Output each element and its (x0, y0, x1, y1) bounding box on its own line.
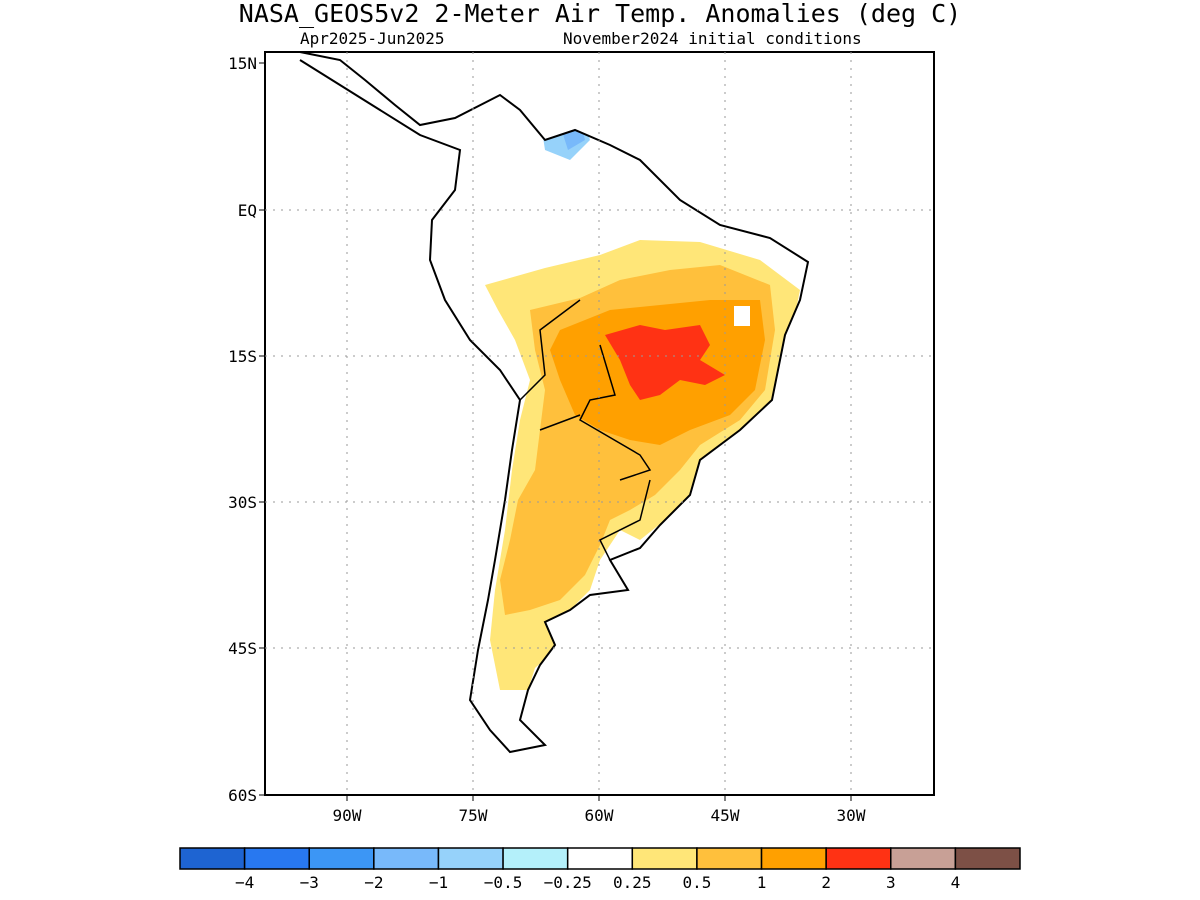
colorbar-label: 0.25 (613, 873, 652, 892)
country-borders (519, 299, 652, 561)
colorbar-label: 4 (951, 873, 961, 892)
colorbar-swatch (502, 847, 569, 870)
colorbar-swatch (566, 847, 634, 870)
colorbar-label: −0.5 (484, 873, 523, 892)
colorbar-label: 3 (886, 873, 896, 892)
lat-tick-label: 15N (228, 54, 257, 73)
lon-tick-label: 45W (711, 806, 740, 825)
colorbar-label: −2 (364, 873, 383, 892)
longitude-axis: 90W 75W 60W 45W 30W (333, 795, 866, 825)
lon-tick-label: 30W (837, 806, 866, 825)
initial-conditions: November2024 initial conditions (563, 29, 862, 48)
colorbar-swatch (179, 847, 246, 870)
colorbar-label: 1 (757, 873, 767, 892)
colorbar-swatch (631, 847, 698, 870)
colorbar-swatch (890, 847, 957, 870)
colorbar-swatch (373, 847, 440, 870)
lon-tick-label: 60W (585, 806, 614, 825)
colorbar-swatch (954, 847, 1021, 870)
lat-tick-label: 60S (228, 786, 257, 805)
forecast-period: Apr2025-Jun2025 (300, 29, 445, 48)
anomaly-shading (485, 110, 800, 690)
colorbar: −4 −3 −2 −1 −0.5 −0.25 0.25 0.5 1 2 3 4 (179, 847, 1021, 892)
continent-outline (299, 51, 810, 754)
colorbar-swatch (437, 847, 504, 870)
colorbar-label: −4 (235, 873, 254, 892)
lat-tick-label: 45S (228, 639, 257, 658)
lat-tick-label: 30S (228, 493, 257, 512)
colorbar-swatch (760, 847, 827, 870)
colorbar-swatch (696, 847, 763, 870)
lat-tick-label: EQ (238, 201, 257, 220)
map-title: NASA_GEOS5v2 2-Meter Air Temp. Anomalies… (238, 0, 962, 28)
missing-data-cell (734, 306, 750, 326)
colorbar-swatch (243, 847, 310, 870)
lon-tick-label: 75W (459, 806, 488, 825)
colorbar-label: −3 (300, 873, 319, 892)
latitude-axis: 15N EQ 15S 30S 45S 60S (228, 54, 265, 805)
lon-tick-label: 90W (333, 806, 362, 825)
anomaly-2-3 (605, 325, 725, 400)
colorbar-swatch (308, 847, 375, 870)
lat-tick-label: 15S (228, 347, 257, 366)
colorbar-swatch (825, 847, 892, 870)
colorbar-label: 0.5 (682, 873, 711, 892)
colorbar-label: −0.25 (544, 873, 592, 892)
colorbar-label: 2 (821, 873, 831, 892)
colorbar-label: −1 (429, 873, 448, 892)
